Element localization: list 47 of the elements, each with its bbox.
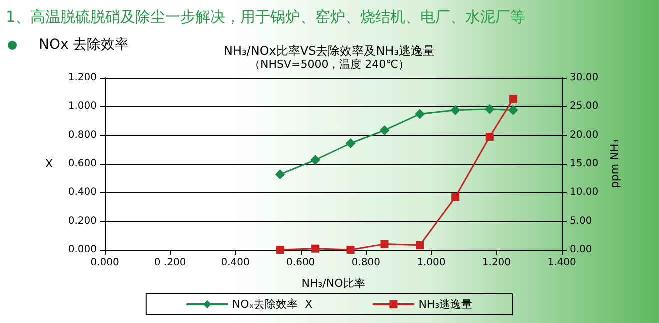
y2-tick-label: 5.00 <box>570 216 592 227</box>
text: 1、高温脱硫脱硝及除尘一步解决，用于锅炉、窑炉、烧结机、电厂、水泥厂等 <box>6 8 526 27</box>
x-tick-label: 0.000 <box>90 258 120 268</box>
x-tick-label: 0.800 <box>352 258 380 268</box>
y2-tick-label: 20.00 <box>570 130 599 141</box>
y-tick-label: 0.000 <box>68 244 97 256</box>
point <box>380 125 390 136</box>
y-tick-label: 0.200 <box>68 216 97 227</box>
point <box>484 104 495 114</box>
point <box>276 246 284 254</box>
legend-label: NOₓ去除效率 X <box>232 298 314 311</box>
x-tick-label: 0 .200 <box>154 258 186 268</box>
y2-tick-label: 10.00 <box>570 187 599 198</box>
y-tick-label: 0.600 <box>68 158 97 170</box>
point <box>275 170 286 180</box>
x-tick-label: 1.400 <box>548 258 576 268</box>
y2-tick-label: 15.00 <box>570 158 599 170</box>
point <box>380 240 389 248</box>
y2-tick-label: 0.00 <box>570 244 592 256</box>
point <box>450 105 461 116</box>
legend-label: NH₃逃逸量 <box>418 298 473 311</box>
y-tick-label: 1.200 <box>68 72 97 84</box>
point <box>346 138 356 149</box>
y2-tick-label: 25.00 <box>570 101 599 112</box>
point <box>416 241 424 250</box>
x-tick-label: 1.000 <box>417 258 446 268</box>
point <box>486 133 494 142</box>
y-tick-label: 1.000 <box>68 101 97 112</box>
x-tick-label: 0.600 <box>286 258 316 268</box>
y-tick-label: 0.800 <box>68 130 97 141</box>
y2-axis-title: ppm NH₃ <box>608 139 622 189</box>
y-tick-label: 0.400 <box>68 187 97 198</box>
text: NOx 去除效率 <box>39 36 130 54</box>
point <box>452 193 460 202</box>
x-axis-title: NH₃/NO比率 <box>302 277 366 290</box>
y-axis-title: X <box>45 158 54 170</box>
point <box>509 95 518 104</box>
point <box>415 109 426 120</box>
x-tick-label: 1.200 <box>482 258 512 268</box>
x-tick-label: 0.400 <box>221 258 250 268</box>
chart-title: NH₃/NOx比率VS去除效率及NH₃逃逸量 <box>224 44 436 58</box>
y2-tick-label: 30.00 <box>570 72 599 84</box>
point <box>346 246 355 254</box>
point <box>310 155 321 166</box>
point <box>312 244 320 253</box>
point <box>508 105 518 116</box>
chart-subtitle: （NHSV=5000，温度 240℃） <box>249 58 410 71</box>
